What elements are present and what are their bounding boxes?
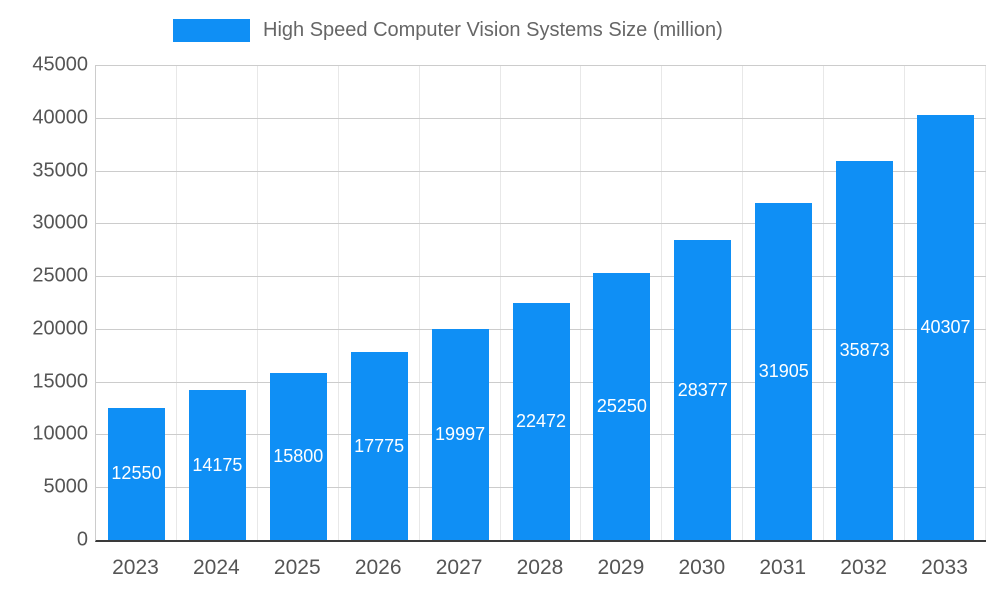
bar-2025: 15800 <box>269 373 327 540</box>
legend-label: High Speed Computer Vision Systems Size … <box>263 19 723 41</box>
bar-value-label: 14175 <box>192 454 243 475</box>
v-gridline <box>256 65 258 540</box>
bar-2026: 17775 <box>350 352 408 540</box>
bar-value-label: 15800 <box>273 446 324 467</box>
bar-2027: 19997 <box>431 328 489 540</box>
x-axis-tick-label: 2030 <box>678 556 726 579</box>
bar-value-label: 12550 <box>111 463 162 484</box>
x-axis-tick-label: 2027 <box>435 556 483 579</box>
v-gridline <box>499 65 501 540</box>
y-axis-tick-label: 0 <box>76 528 88 551</box>
y-axis-tick-label: 40000 <box>32 106 88 129</box>
h-gridline <box>96 223 986 225</box>
x-axis-tick-label: 2025 <box>273 556 321 579</box>
bar-2023: 12550 <box>107 407 165 540</box>
x-axis-tick-label: 2024 <box>193 556 240 579</box>
bar-2030: 28377 <box>674 240 732 540</box>
x-axis-tick-label: 2031 <box>759 556 807 579</box>
y-axis-tick-label: 45000 <box>32 53 88 76</box>
bar-2024: 14175 <box>188 390 246 540</box>
x-axis-tick-label: 2033 <box>921 556 968 579</box>
legend-swatch <box>173 19 250 42</box>
bar-value-label: 17775 <box>354 435 405 456</box>
h-gridline <box>96 117 986 119</box>
bar-2031: 31905 <box>755 203 813 540</box>
chart-legend: High Speed Computer Vision Systems Size … <box>173 19 723 42</box>
x-axis-tick-label: 2026 <box>354 556 402 579</box>
bar-value-label: 25250 <box>596 396 647 417</box>
y-axis-tick-label: 20000 <box>32 317 88 340</box>
x-axis-tick-label: 2032 <box>840 556 887 579</box>
h-gridline <box>96 276 986 278</box>
v-gridline <box>985 65 986 540</box>
bar-2029: 25250 <box>593 273 651 540</box>
h-gridline <box>96 65 986 66</box>
v-gridline <box>742 65 744 540</box>
x-axis-tick-label: 2023 <box>112 556 159 579</box>
x-axis-tick-label: 2028 <box>516 556 564 579</box>
x-axis-tick-label: 2029 <box>597 556 645 579</box>
bar-value-label: 40307 <box>920 316 971 337</box>
y-axis-tick-label: 15000 <box>32 370 88 393</box>
bar-value-label: 35873 <box>839 340 890 361</box>
y-axis-tick-label: 25000 <box>32 264 88 287</box>
bar-value-label: 19997 <box>435 423 486 444</box>
bar-2028: 22472 <box>512 302 570 540</box>
y-axis-tick-label: 5000 <box>43 475 89 498</box>
bar-value-label: 28377 <box>677 379 728 400</box>
h-gridline <box>96 170 986 172</box>
bar-value-label: 22472 <box>515 410 567 431</box>
v-gridline <box>580 65 582 540</box>
bar-2033: 40307 <box>917 114 975 540</box>
v-gridline <box>823 65 825 540</box>
v-gridline <box>175 65 177 540</box>
bar-value-label: 31905 <box>758 361 809 382</box>
bar-2032: 35873 <box>836 161 894 540</box>
v-gridline <box>418 65 420 540</box>
y-axis-tick-label: 30000 <box>32 211 88 234</box>
v-gridline <box>661 65 663 540</box>
v-gridline <box>904 65 906 540</box>
y-axis-tick-label: 10000 <box>32 422 88 445</box>
y-axis-tick-label: 35000 <box>32 159 88 182</box>
plot-area: 12550 14175 15800 17775 19997 22472 25250 28377… <box>95 65 986 542</box>
v-gridline <box>337 65 339 540</box>
